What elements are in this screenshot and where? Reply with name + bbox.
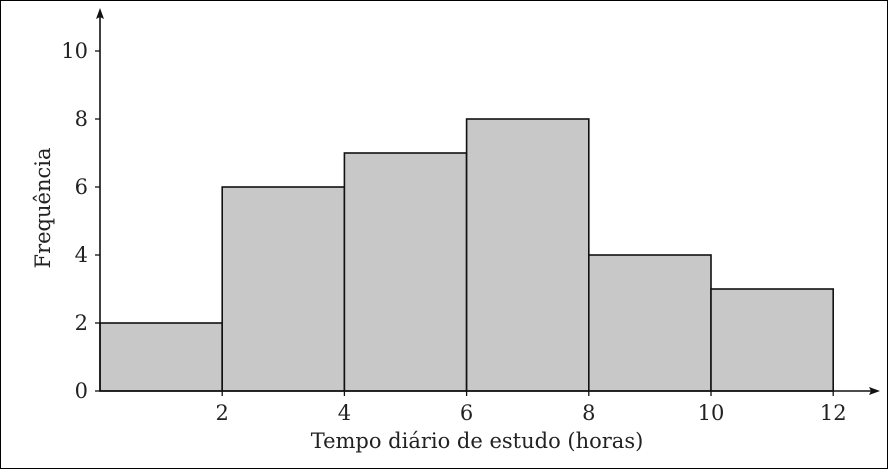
y-tick-label-2: 4 bbox=[75, 243, 88, 267]
x-tick-label-5: 12 bbox=[820, 401, 847, 425]
x-tick-label-2: 6 bbox=[460, 401, 473, 425]
y-axis-label: Frequência bbox=[31, 148, 55, 269]
histogram-bar-4 bbox=[587, 254, 712, 392]
bars-group bbox=[99, 118, 834, 392]
axes-group bbox=[96, 8, 880, 395]
y-tick-label-3: 6 bbox=[75, 175, 88, 199]
y-tick-label-5: 10 bbox=[61, 39, 88, 63]
y-axis-arrow bbox=[96, 8, 104, 19]
histogram-bar-0 bbox=[99, 322, 223, 392]
x-axis-label: Tempo diário de estudo (horas) bbox=[311, 429, 644, 453]
x-tick-label-1: 4 bbox=[338, 401, 351, 425]
y-tick-label-0: 0 bbox=[75, 379, 88, 403]
x-ticks-group: 2 4 6 8 10 12 bbox=[216, 391, 847, 425]
histogram-bar-1 bbox=[221, 186, 346, 392]
histogram-bar-2 bbox=[343, 152, 468, 392]
x-tick-label-3: 8 bbox=[582, 401, 595, 425]
y-tick-label-1: 2 bbox=[75, 311, 88, 335]
histogram-bar-5 bbox=[710, 288, 834, 392]
x-tick-label-4: 10 bbox=[698, 401, 725, 425]
y-ticks-group: 0 2 4 6 8 10 bbox=[61, 39, 100, 403]
x-tick-label-0: 2 bbox=[216, 401, 229, 425]
histogram-bar-3 bbox=[465, 118, 590, 392]
y-tick-label-4: 8 bbox=[75, 107, 88, 131]
x-axis-arrow bbox=[869, 387, 880, 395]
